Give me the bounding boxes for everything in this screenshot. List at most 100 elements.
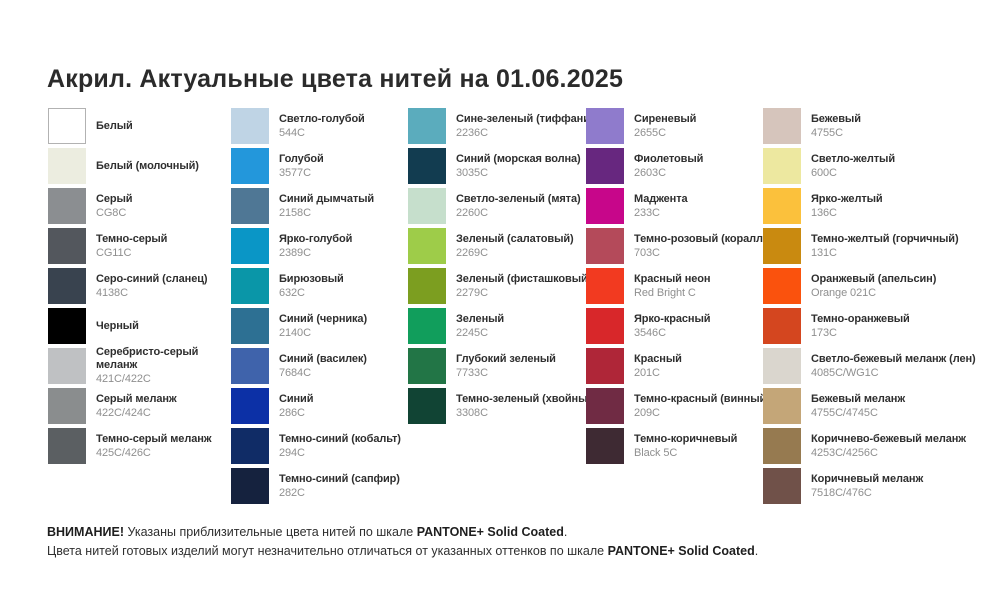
- color-row: Белый: [48, 108, 211, 144]
- color-name: Белый: [96, 119, 133, 132]
- color-labels: Темно-синий (сапфир) 282C: [279, 473, 400, 500]
- color-labels: Светло-голубой 544C: [279, 113, 365, 140]
- color-name: Черный: [96, 319, 139, 332]
- color-name: Темно-серый меланж: [96, 432, 212, 445]
- color-code: 282C: [279, 486, 305, 499]
- color-swatch: [48, 148, 86, 184]
- color-row: Зеленый 2245C: [408, 308, 598, 344]
- color-name: Белый (молочный): [96, 159, 199, 172]
- color-swatch: [231, 228, 269, 264]
- color-code: 7518C/476C: [811, 486, 872, 499]
- color-swatch: [586, 108, 624, 144]
- color-code: 209C: [634, 406, 660, 419]
- color-swatch: [408, 108, 446, 144]
- color-name: Серый: [96, 192, 133, 205]
- color-name: Маджента: [634, 192, 688, 205]
- color-name: Бежевый: [811, 112, 861, 125]
- color-name: Бирюзовый: [279, 272, 344, 285]
- color-code: 173C: [811, 326, 837, 339]
- color-swatch: [231, 268, 269, 304]
- color-name: Темно-желтый (горчичный): [811, 232, 959, 245]
- color-code: CG8C: [96, 206, 127, 219]
- color-swatch: [586, 188, 624, 224]
- color-name: Оранжевый (апельсин): [811, 272, 937, 285]
- color-labels: Темно-зеленый (хвойный) 3308C: [456, 393, 598, 420]
- color-code: 3308C: [456, 406, 488, 419]
- color-code: 2389C: [279, 246, 311, 259]
- color-swatch: [48, 388, 86, 424]
- color-swatch: [231, 308, 269, 344]
- color-swatch: [763, 268, 801, 304]
- color-swatch: [586, 308, 624, 344]
- attention-label: ВНИМАНИЕ!: [47, 525, 124, 539]
- color-labels: Бежевый 4755C: [811, 113, 861, 140]
- color-labels: Белый: [96, 120, 133, 133]
- color-labels: Зеленый (фисташковый) 2279C: [456, 273, 591, 300]
- color-code: 201C: [634, 366, 660, 379]
- color-labels: Ярко-красный 3546C: [634, 313, 711, 340]
- color-labels: Темно-розовый (коралл) 703C: [634, 233, 767, 260]
- color-labels: Темно-коричневый Black 5C: [634, 433, 737, 460]
- color-name: Сине-зеленый (тиффани): [456, 112, 594, 125]
- color-swatch: [48, 428, 86, 464]
- color-name: Бежевый меланж: [811, 392, 906, 405]
- color-swatch: [763, 428, 801, 464]
- color-code: 2655C: [634, 126, 666, 139]
- color-code: Orange 021C: [811, 286, 876, 299]
- color-row: Оранжевый (апельсин) Orange 021C: [763, 268, 976, 304]
- color-name: Зеленый: [456, 312, 505, 325]
- color-labels: Серо-синий (сланец) 4138C: [96, 273, 208, 300]
- color-labels: Оранжевый (апельсин) Orange 021C: [811, 273, 936, 300]
- color-labels: Бежевый меланж 4755C/4745C: [811, 393, 905, 420]
- color-swatch: [231, 108, 269, 144]
- color-labels: Синий (морская волна) 3035C: [456, 153, 581, 180]
- color-row: Зеленый (фисташковый) 2279C: [408, 268, 598, 304]
- color-row: Черный: [48, 308, 211, 344]
- color-row: Темно-розовый (коралл) 703C: [586, 228, 770, 264]
- footer-note-line1: ВНИМАНИЕ! Указаны приблизительные цвета …: [47, 525, 568, 539]
- color-labels: Серый CG8C: [96, 192, 133, 220]
- color-row: Маджента 233C: [586, 188, 770, 224]
- color-code: 3546C: [634, 326, 666, 339]
- color-code: 3035C: [456, 166, 488, 179]
- color-code: 2269C: [456, 246, 488, 259]
- color-code: 136C: [811, 206, 837, 219]
- color-row: Серый меланж 422C/424C: [48, 388, 211, 424]
- color-code: 425C/426C: [96, 446, 151, 459]
- color-row: Коричневый меланж 7518C/476C: [763, 468, 976, 504]
- color-swatch: [763, 348, 801, 384]
- color-name: Синий дымчатый: [279, 192, 375, 205]
- color-column-grays: Белый Белый (молочный) Серый CG8C Темно-…: [48, 108, 212, 468]
- color-swatch: [408, 388, 446, 424]
- color-code: 233C: [634, 206, 660, 219]
- color-name: Синий (черника): [279, 312, 368, 325]
- color-row: Серый CG8C: [48, 188, 211, 224]
- color-swatch: [48, 228, 86, 264]
- color-row: Ярко-голубой 2389C: [231, 228, 401, 264]
- color-name: Фиолетовый: [634, 152, 704, 165]
- color-name: Темно-синий (сапфир): [279, 472, 400, 485]
- color-swatch: [231, 348, 269, 384]
- color-labels: Синий дымчатый 2158C: [279, 193, 374, 220]
- color-swatch: [763, 388, 801, 424]
- color-labels: Серебристо-серый меланж 421C/422C: [96, 346, 198, 386]
- color-row: Серебристо-серый меланж 421C/422C: [48, 346, 211, 386]
- color-swatch: [586, 388, 624, 424]
- color-code: 294C: [279, 446, 305, 459]
- color-code: 4085C/WG1C: [811, 366, 879, 379]
- color-name: Темно-розовый (коралл): [634, 232, 767, 245]
- color-swatch: [586, 268, 624, 304]
- color-code: 2245C: [456, 326, 488, 339]
- color-row: Светло-бежевый меланж (лен) 4085C/WG1C: [763, 348, 976, 384]
- color-code: 286C: [279, 406, 305, 419]
- color-swatch: [586, 228, 624, 264]
- color-row: Бирюзовый 632C: [231, 268, 401, 304]
- color-swatch: [231, 188, 269, 224]
- color-labels: Зеленый 2245C: [456, 313, 504, 340]
- color-labels: Красный 201C: [634, 353, 682, 380]
- color-code: Red Bright C: [634, 286, 696, 299]
- pantone-brand-label: PANTONE+ Solid Coated: [607, 544, 755, 558]
- color-name: Серый меланж: [96, 392, 177, 405]
- color-swatch: [48, 268, 86, 304]
- color-code: 4755C: [811, 126, 843, 139]
